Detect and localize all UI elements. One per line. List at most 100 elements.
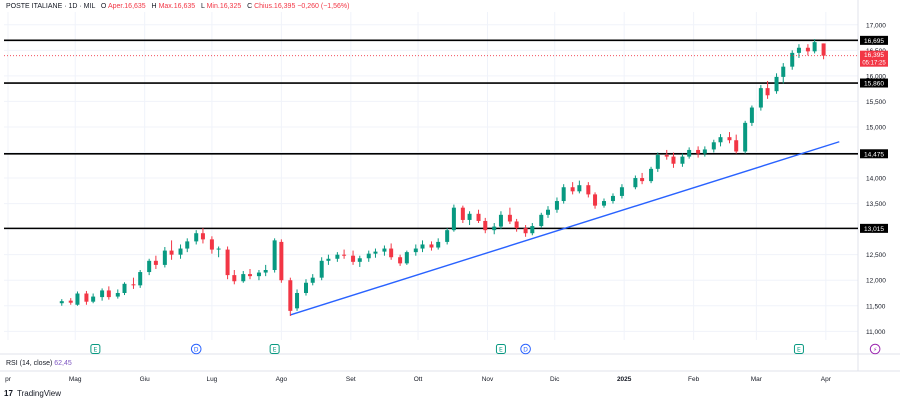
candle[interactable] — [765, 88, 770, 96]
candle[interactable] — [335, 254, 340, 259]
candle[interactable] — [326, 258, 331, 261]
split-event-icon[interactable] — [869, 343, 881, 355]
candle[interactable] — [812, 42, 817, 52]
candle[interactable] — [147, 260, 152, 273]
candle[interactable] — [460, 207, 465, 220]
candle[interactable] — [310, 277, 315, 283]
candle[interactable] — [194, 233, 199, 242]
candle[interactable] — [59, 301, 64, 304]
candle[interactable] — [420, 244, 425, 249]
candle[interactable] — [655, 155, 660, 169]
candle[interactable] — [225, 249, 230, 276]
candle[interactable] — [671, 156, 676, 164]
tradingview-branding[interactable]: 17 TradingView — [4, 389, 61, 398]
candle[interactable] — [702, 149, 707, 154]
trend-line[interactable] — [290, 141, 840, 316]
candle[interactable] — [232, 275, 237, 282]
candle[interactable] — [696, 149, 701, 154]
dividend-event-icon[interactable] — [520, 343, 531, 355]
candle[interactable] — [445, 230, 450, 242]
candle[interactable] — [821, 43, 826, 56]
candle[interactable] — [718, 137, 723, 143]
candle[interactable] — [366, 253, 371, 259]
candle[interactable] — [413, 248, 418, 253]
candle[interactable] — [734, 140, 739, 152]
candle[interactable] — [162, 250, 167, 265]
candle[interactable] — [216, 248, 221, 250]
candle[interactable] — [492, 226, 497, 231]
candle[interactable] — [561, 187, 566, 202]
candle[interactable] — [357, 258, 362, 262]
candle[interactable] — [727, 137, 732, 141]
candle[interactable] — [743, 122, 748, 152]
candle[interactable] — [593, 194, 598, 206]
earnings-event-icon[interactable] — [269, 344, 280, 354]
candle[interactable] — [554, 201, 559, 210]
candle[interactable] — [138, 272, 143, 286]
candle[interactable] — [91, 296, 96, 302]
candle[interactable] — [749, 107, 754, 123]
candle[interactable] — [577, 185, 582, 192]
candle[interactable] — [398, 257, 403, 264]
candle[interactable] — [241, 274, 246, 282]
earnings-event-icon[interactable] — [90, 344, 101, 354]
candle[interactable] — [68, 300, 73, 303]
candle[interactable] — [640, 178, 645, 182]
candle[interactable] — [687, 149, 692, 157]
candle[interactable] — [178, 248, 183, 255]
candle[interactable] — [711, 142, 716, 150]
earnings-event-icon[interactable] — [495, 344, 506, 354]
candle[interactable] — [570, 187, 575, 192]
candle[interactable] — [514, 221, 519, 229]
candle[interactable] — [539, 214, 544, 227]
candle[interactable] — [200, 233, 205, 240]
candle[interactable] — [122, 283, 127, 293]
candle[interactable] — [153, 260, 158, 265]
candle[interactable] — [404, 252, 409, 264]
candle[interactable] — [451, 207, 456, 231]
candle[interactable] — [610, 195, 615, 202]
candle[interactable] — [247, 274, 252, 277]
candle[interactable] — [523, 228, 528, 234]
candle[interactable] — [75, 293, 80, 305]
candle[interactable] — [602, 201, 607, 206]
symbol-label[interactable]: POSTE ITALIANE · 1D · MIL — [6, 3, 96, 10]
candle[interactable] — [263, 270, 268, 273]
candle[interactable] — [131, 284, 136, 286]
candle[interactable] — [319, 260, 324, 278]
candle[interactable] — [272, 240, 277, 271]
candle[interactable] — [476, 213, 481, 221]
candle[interactable] — [796, 47, 801, 53]
candle[interactable] — [373, 251, 378, 254]
candle[interactable] — [115, 292, 120, 297]
candle[interactable] — [382, 248, 387, 252]
candle[interactable] — [781, 66, 786, 77]
candle[interactable] — [436, 241, 441, 248]
candle[interactable] — [209, 239, 214, 250]
candle[interactable] — [169, 250, 174, 255]
candle[interactable] — [774, 76, 779, 92]
rsi-legend[interactable]: RSI (14, close) 62,45 — [6, 360, 72, 367]
dividend-event-icon[interactable] — [190, 343, 202, 355]
candle[interactable] — [758, 88, 763, 108]
candle[interactable] — [84, 293, 89, 302]
candle[interactable] — [633, 178, 638, 188]
candle[interactable] — [351, 255, 356, 262]
candle[interactable] — [342, 254, 347, 256]
candle[interactable] — [649, 168, 654, 182]
candle[interactable] — [429, 244, 434, 248]
candle[interactable] — [106, 290, 111, 298]
candle[interactable] — [100, 290, 105, 298]
candle[interactable] — [664, 155, 669, 157]
earnings-event-icon[interactable] — [793, 344, 804, 354]
candle[interactable] — [586, 185, 591, 195]
candle[interactable] — [530, 226, 535, 234]
candle[interactable] — [304, 282, 309, 293]
candle[interactable] — [288, 280, 293, 311]
candle[interactable] — [507, 214, 512, 222]
candle[interactable] — [619, 187, 624, 196]
candle[interactable] — [256, 272, 261, 277]
candle[interactable] — [389, 248, 394, 258]
candle[interactable] — [467, 213, 472, 220]
